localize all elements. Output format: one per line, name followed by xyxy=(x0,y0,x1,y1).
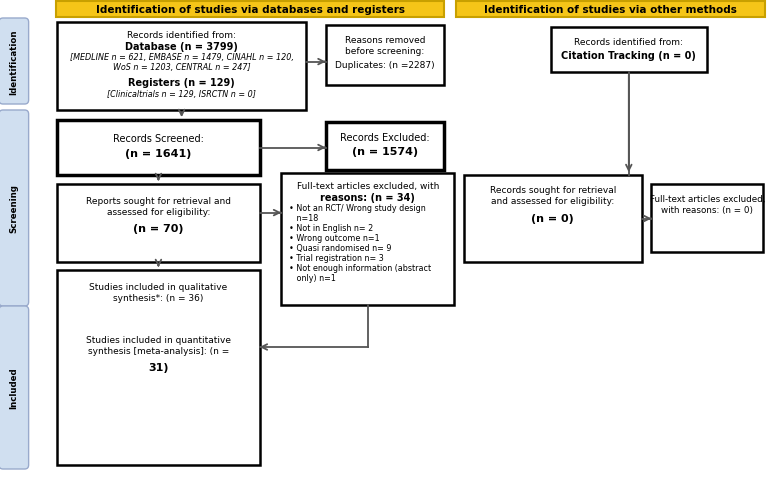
Text: synthesis [meta-analysis]: (n =: synthesis [meta-analysis]: (n = xyxy=(88,346,229,355)
FancyBboxPatch shape xyxy=(551,28,706,73)
Text: and assessed for eligibility:: and assessed for eligibility: xyxy=(491,197,615,205)
Text: Records identified from:: Records identified from: xyxy=(127,31,236,40)
Text: Registers (n = 129): Registers (n = 129) xyxy=(128,78,235,88)
Text: • Wrong outcome n=1: • Wrong outcome n=1 xyxy=(289,233,380,242)
Text: Studies included in quantitative: Studies included in quantitative xyxy=(86,336,231,344)
Text: • Not in English n= 2: • Not in English n= 2 xyxy=(289,224,373,232)
FancyBboxPatch shape xyxy=(58,23,306,111)
FancyBboxPatch shape xyxy=(326,123,444,171)
Text: • Trial registration n= 3: • Trial registration n= 3 xyxy=(289,253,384,263)
Text: Records identified from:: Records identified from: xyxy=(574,38,683,47)
Text: before screening:: before screening: xyxy=(345,47,425,56)
Text: (n = 1574): (n = 1574) xyxy=(352,147,418,156)
FancyBboxPatch shape xyxy=(58,121,260,176)
Text: 31): 31) xyxy=(148,362,169,372)
Text: Reports sought for retrieval and: Reports sought for retrieval and xyxy=(86,197,231,205)
Text: assessed for eligibility:: assessed for eligibility: xyxy=(107,207,210,216)
Text: • Not an RCT/ Wrong study design: • Not an RCT/ Wrong study design xyxy=(289,204,426,213)
Text: [Clinicaltrials n = 129, ISRCTN n = 0]: [Clinicaltrials n = 129, ISRCTN n = 0] xyxy=(107,90,256,99)
Text: (n = 0): (n = 0) xyxy=(531,214,574,224)
Text: n=18: n=18 xyxy=(289,214,318,223)
Text: (n = 70): (n = 70) xyxy=(133,224,184,233)
FancyBboxPatch shape xyxy=(456,2,765,18)
FancyBboxPatch shape xyxy=(56,2,444,18)
Text: synthesis*: (n = 36): synthesis*: (n = 36) xyxy=(114,293,204,302)
Text: Database (n = 3799): Database (n = 3799) xyxy=(125,42,238,52)
Text: Reasons removed: Reasons removed xyxy=(345,36,426,45)
FancyBboxPatch shape xyxy=(58,185,260,263)
FancyBboxPatch shape xyxy=(0,111,29,306)
Text: Identification of studies via databases and registers: Identification of studies via databases … xyxy=(96,5,405,15)
Text: reasons: (n = 34): reasons: (n = 34) xyxy=(321,192,415,203)
FancyBboxPatch shape xyxy=(464,176,642,263)
FancyBboxPatch shape xyxy=(282,174,454,305)
Text: Citation Tracking (n = 0): Citation Tracking (n = 0) xyxy=(562,51,696,61)
Text: Identification of studies via other methods: Identification of studies via other meth… xyxy=(484,5,737,15)
FancyBboxPatch shape xyxy=(0,306,29,469)
Text: Identification: Identification xyxy=(9,29,19,95)
Text: WoS n = 1203, CENTRAL n = 247]: WoS n = 1203, CENTRAL n = 247] xyxy=(113,63,251,72)
Text: • Not enough information (abstract: • Not enough information (abstract xyxy=(289,264,431,273)
FancyBboxPatch shape xyxy=(326,26,444,86)
Text: Duplicates: (n =2287): Duplicates: (n =2287) xyxy=(335,61,435,70)
Text: • Quasi randomised n= 9: • Quasi randomised n= 9 xyxy=(289,243,392,252)
Text: Included: Included xyxy=(9,367,19,408)
Text: Records sought for retrieval: Records sought for retrieval xyxy=(489,186,616,194)
Text: with reasons: (n = 0): with reasons: (n = 0) xyxy=(661,205,753,215)
FancyBboxPatch shape xyxy=(0,19,29,105)
Text: Full-text articles excluded,: Full-text articles excluded, xyxy=(650,194,765,204)
Text: Records Excluded:: Records Excluded: xyxy=(340,133,429,143)
FancyBboxPatch shape xyxy=(58,270,260,465)
FancyBboxPatch shape xyxy=(651,185,763,252)
Text: Full-text articles excluded, with: Full-text articles excluded, with xyxy=(296,181,439,191)
Text: Studies included in qualitative: Studies included in qualitative xyxy=(89,282,227,291)
Text: [MEDLINE n = 621, EMBASE n = 1479, CINAHL n = 120,: [MEDLINE n = 621, EMBASE n = 1479, CINAH… xyxy=(70,53,293,62)
Text: (n = 1641): (n = 1641) xyxy=(125,149,191,159)
Text: Screening: Screening xyxy=(9,184,19,233)
Text: Records Screened:: Records Screened: xyxy=(113,134,204,144)
Text: only) n=1: only) n=1 xyxy=(289,274,336,282)
